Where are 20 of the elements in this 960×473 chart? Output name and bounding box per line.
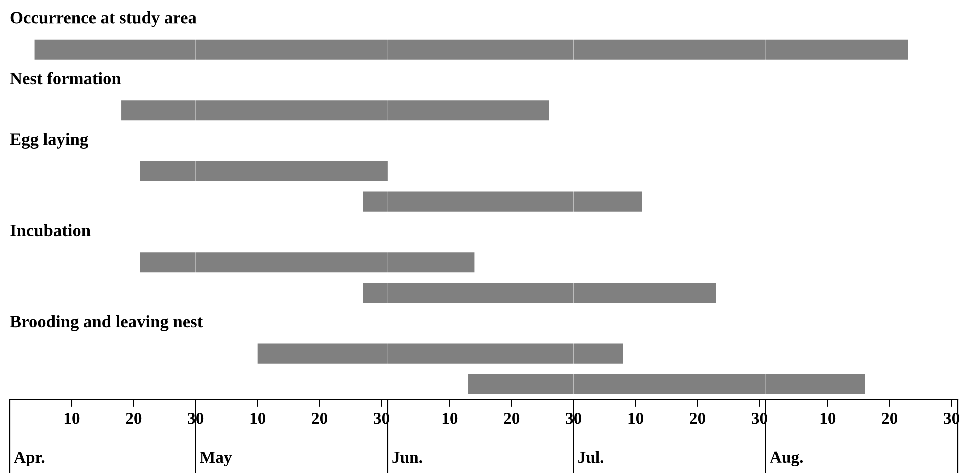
x-tick-label: 20 — [312, 412, 328, 424]
x-axis-title: Jun. — [392, 452, 422, 464]
y-tick-label: Brooding and leaving nest — [10, 315, 204, 332]
x-axis-title: May — [200, 452, 232, 467]
x-tick-label: 10 — [820, 412, 836, 424]
x-tick-label: 20 — [504, 412, 520, 424]
x-tick-label: 10 — [64, 412, 80, 424]
x-tick-label: 20 — [882, 412, 898, 424]
y-tick-label: Egg laying — [10, 133, 88, 149]
y-tick-label: Incubation — [10, 224, 91, 237]
x-axis-title: Apr. — [14, 452, 45, 467]
x-tick-label: 20 — [126, 412, 142, 424]
x-tick-label: 10 — [628, 412, 644, 424]
x-tick-label: 20 — [690, 412, 706, 424]
x-tick-label: 10 — [442, 412, 458, 424]
x-tick-label: 10 — [250, 412, 266, 424]
x-axis-title: Aug. — [770, 452, 803, 467]
y-tick-label: Nest formation — [10, 72, 122, 85]
y-tick-label: Occurrence at study area — [10, 12, 197, 28]
x-axis-title: Jul. — [578, 451, 604, 464]
